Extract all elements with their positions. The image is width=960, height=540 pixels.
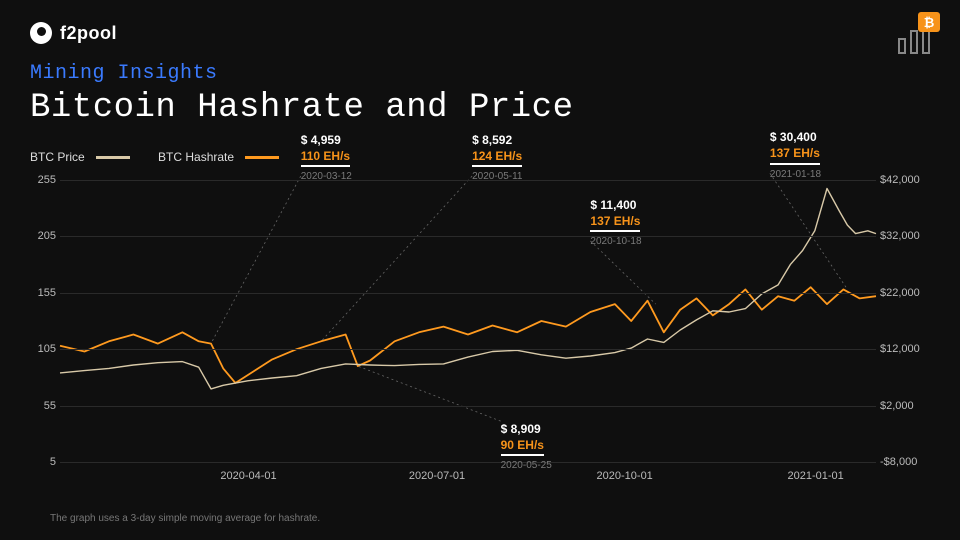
legend-hashrate-swatch [245,156,279,159]
gridline [60,462,876,463]
y-right-tick: $12,000 [880,343,932,355]
y-left-tick: 105 [30,343,56,355]
y-left-tick: 55 [30,400,56,412]
legend-price-swatch [96,156,130,159]
legend-hashrate-label: BTC Hashrate [158,150,234,164]
price-line [60,189,876,389]
y-left-tick: 155 [30,287,56,299]
chart-footnote: The graph uses a 3-day simple moving ave… [50,513,320,524]
gridline [60,293,876,294]
brand-block: f2pool [30,22,117,44]
x-tick: 2021-01-01 [787,470,843,482]
y-right-tick: $32,000 [880,230,932,242]
brand-name: f2pool [60,23,117,44]
chart-callout: $ 4,959110 EH/s2020-03-12 [301,132,352,184]
x-tick: 2020-04-01 [220,470,276,482]
chart-plot-area: 5-$8,00055$2,000105$12,000155$22,000205$… [60,180,876,462]
callout-hashrate: 124 EH/s [472,148,522,167]
callout-leader [590,241,655,304]
gridline [60,349,876,350]
callout-leader [358,366,501,421]
page-title: Bitcoin Hashrate and Price [30,89,574,127]
legend-price-label: BTC Price [30,150,85,164]
y-right-tick: $42,000 [880,174,932,186]
chart-legend: BTC Price BTC Hashrate [30,150,279,164]
gridline [60,236,876,237]
callout-price: $ 4,959 [301,132,352,148]
gridline [60,406,876,407]
page-subtitle: Mining Insights [30,62,574,85]
y-right-tick: $2,000 [880,400,932,412]
x-tick: 2020-10-01 [597,470,653,482]
top-right-icons: ₿ [898,22,930,54]
y-right-tick: $22,000 [880,287,932,299]
chart-callout: $ 8,592124 EH/s2020-05-11 [472,132,522,184]
chart-svg [60,180,876,462]
callout-leader [321,176,472,341]
y-left-tick: 255 [30,174,56,186]
y-left-tick: 205 [30,230,56,242]
brand-logo-icon [30,22,52,44]
y-left-tick: 5 [30,456,56,468]
callout-leader [770,173,848,289]
chart-container: BTC Price BTC Hashrate 5-$8,00055$2,0001… [30,150,930,492]
callout-hashrate: 110 EH/s [301,148,350,167]
legend-item-hashrate: BTC Hashrate [158,150,279,164]
gridline [60,180,876,181]
callout-leader [211,176,301,344]
title-block: Mining Insights Bitcoin Hashrate and Pri… [30,62,574,127]
chart-callout: $ 30,400137 EH/s2021-01-18 [770,129,821,181]
callout-hashrate: 137 EH/s [770,145,820,164]
x-tick: 2020-07-01 [409,470,465,482]
y-right-tick: -$8,000 [880,456,932,468]
callout-price: $ 30,400 [770,129,821,145]
legend-item-price: BTC Price [30,150,130,164]
callout-price: $ 8,592 [472,132,522,148]
bitcoin-badge-icon: ₿ [918,12,940,32]
